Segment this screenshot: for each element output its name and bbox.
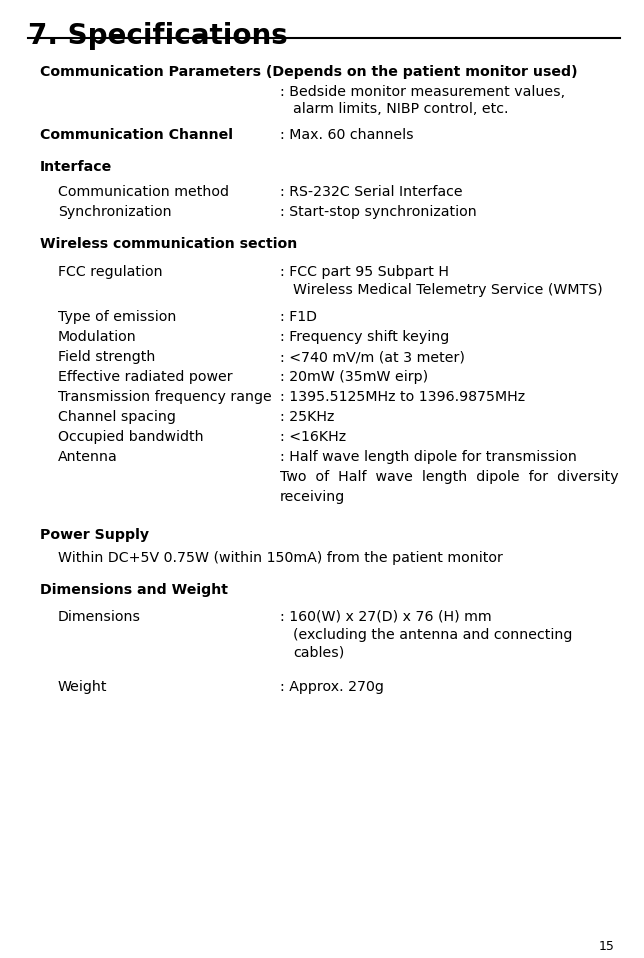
Text: Synchronization: Synchronization	[58, 205, 171, 219]
Text: Dimensions and Weight: Dimensions and Weight	[40, 583, 228, 597]
Text: FCC regulation: FCC regulation	[58, 265, 163, 279]
Text: : Approx. 270g: : Approx. 270g	[280, 680, 384, 694]
Text: Modulation: Modulation	[58, 330, 137, 344]
Text: 15: 15	[599, 940, 615, 953]
Text: Antenna: Antenna	[58, 450, 118, 464]
Text: receiving: receiving	[280, 490, 345, 504]
Text: : Max. 60 channels: : Max. 60 channels	[280, 128, 413, 142]
Text: : 25KHz: : 25KHz	[280, 410, 334, 424]
Text: (excluding the antenna and connecting: (excluding the antenna and connecting	[293, 628, 573, 642]
Text: : F1D: : F1D	[280, 310, 317, 324]
Text: Transmission frequency range: Transmission frequency range	[58, 390, 272, 404]
Text: Wireless communication section: Wireless communication section	[40, 237, 298, 251]
Text: Type of emission: Type of emission	[58, 310, 176, 324]
Text: Dimensions: Dimensions	[58, 610, 141, 624]
Text: Wireless Medical Telemetry Service (WMTS): Wireless Medical Telemetry Service (WMTS…	[293, 283, 603, 297]
Text: : FCC part 95 Subpart H: : FCC part 95 Subpart H	[280, 265, 449, 279]
Text: Interface: Interface	[40, 160, 112, 174]
Text: Power Supply: Power Supply	[40, 528, 149, 542]
Text: cables): cables)	[293, 646, 345, 660]
Text: Channel spacing: Channel spacing	[58, 410, 176, 424]
Text: : RS-232C Serial Interface: : RS-232C Serial Interface	[280, 185, 462, 199]
Text: : Start-stop synchronization: : Start-stop synchronization	[280, 205, 477, 219]
Text: : <740 mV/m (at 3 meter): : <740 mV/m (at 3 meter)	[280, 350, 465, 364]
Text: : Half wave length dipole for transmission: : Half wave length dipole for transmissi…	[280, 450, 577, 464]
Text: : 160(W) x 27(D) x 76 (H) mm: : 160(W) x 27(D) x 76 (H) mm	[280, 610, 491, 624]
Text: : 20mW (35mW eirp): : 20mW (35mW eirp)	[280, 370, 428, 384]
Text: : Bedside monitor measurement values,: : Bedside monitor measurement values,	[280, 85, 565, 99]
Text: Weight: Weight	[58, 680, 108, 694]
Text: Communication Parameters (Depends on the patient monitor used): Communication Parameters (Depends on the…	[40, 65, 578, 79]
Text: : <16KHz: : <16KHz	[280, 430, 346, 444]
Text: Two  of  Half  wave  length  dipole  for  diversity: Two of Half wave length dipole for diver…	[280, 470, 619, 484]
Text: Occupied bandwidth: Occupied bandwidth	[58, 430, 204, 444]
Text: alarm limits, NIBP control, etc.: alarm limits, NIBP control, etc.	[293, 102, 509, 116]
Text: 7. Specifications: 7. Specifications	[28, 22, 288, 50]
Text: Communication Channel: Communication Channel	[40, 128, 233, 142]
Text: Within DC+5V 0.75W (within 150mA) from the patient monitor: Within DC+5V 0.75W (within 150mA) from t…	[58, 551, 503, 565]
Text: : Frequency shift keying: : Frequency shift keying	[280, 330, 450, 344]
Text: : 1395.5125MHz to 1396.9875MHz: : 1395.5125MHz to 1396.9875MHz	[280, 390, 525, 404]
Text: Field strength: Field strength	[58, 350, 155, 364]
Text: Effective radiated power: Effective radiated power	[58, 370, 232, 384]
Text: Communication method: Communication method	[58, 185, 229, 199]
